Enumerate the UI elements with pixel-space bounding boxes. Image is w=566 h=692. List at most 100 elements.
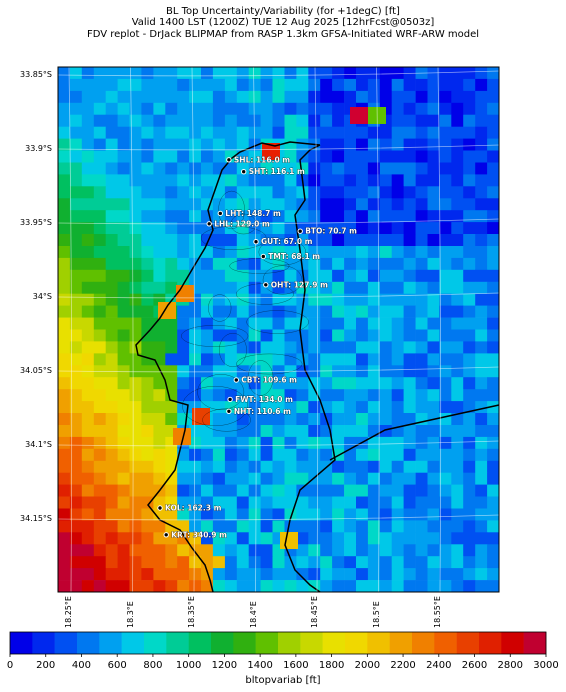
field-cell (463, 472, 476, 485)
field-cell (260, 293, 273, 306)
field-cell (391, 67, 404, 80)
field-cell (153, 556, 166, 569)
field-cell (81, 269, 95, 283)
field-cell (451, 114, 464, 127)
contour-line (197, 374, 245, 410)
field-cell (475, 269, 488, 283)
field-cell (212, 460, 226, 474)
field-cell (272, 126, 285, 139)
field-cell (189, 67, 202, 80)
field-cell (236, 150, 250, 163)
field-cell (379, 556, 393, 569)
field-cell (356, 281, 369, 295)
field-cell (201, 210, 214, 223)
field-cell (284, 377, 297, 390)
field-cell (236, 281, 250, 295)
field-cell (201, 150, 214, 163)
field-cell (487, 281, 500, 295)
field-cell (427, 257, 440, 271)
field-cell (427, 114, 440, 127)
field-cell (475, 186, 488, 199)
field-cell (332, 222, 345, 235)
field-cell (201, 257, 214, 271)
colorbar-tick-label: 400 (71, 660, 91, 671)
field-cell (356, 460, 369, 474)
field-cell (260, 174, 273, 187)
field-cell (463, 186, 476, 199)
field-cell (463, 520, 476, 533)
field-cell (201, 67, 214, 80)
field-cell (427, 305, 440, 318)
field-cell (69, 293, 83, 306)
field-cell (165, 472, 178, 485)
field-cell (296, 389, 309, 402)
field-cell (153, 496, 166, 509)
field-cell (81, 413, 95, 426)
field-cell (224, 234, 238, 247)
field-cell (105, 162, 118, 175)
colorbar-tick-label: 1200 (211, 660, 238, 671)
field-cell (344, 484, 357, 497)
colorbar-swatch (345, 632, 368, 654)
field-cell (296, 377, 309, 390)
field-cell (212, 126, 226, 139)
field-cell (320, 126, 333, 139)
field-cell (248, 448, 261, 462)
colorbar-swatch (77, 632, 100, 654)
field-cell (201, 472, 214, 485)
field-cell (487, 425, 500, 438)
graticule-meridian (253, 66, 257, 593)
field-cell (367, 198, 381, 211)
field-cell (165, 222, 178, 235)
field-cell (105, 317, 118, 330)
field-cell (403, 210, 416, 223)
graticule-parallel (57, 366, 500, 373)
colorbar-swatch (389, 632, 413, 654)
field-cell (463, 78, 476, 92)
field-cell (177, 102, 190, 116)
graticule-meridian (376, 66, 380, 593)
field-cell (105, 472, 118, 485)
field-cell (367, 377, 381, 390)
field-cell (308, 186, 321, 199)
field-cell (201, 353, 214, 366)
graticule-meridian (437, 66, 442, 593)
field-cell (236, 186, 250, 199)
field-cell (58, 377, 71, 390)
field-cell (117, 78, 130, 92)
field-cell (344, 425, 357, 438)
field-cell (236, 210, 250, 223)
field-cell (463, 365, 476, 378)
field-cell (356, 78, 369, 92)
field-cell (272, 496, 285, 509)
field-cell (356, 544, 369, 557)
field-cell (356, 138, 369, 151)
field-cell (260, 210, 273, 223)
field-cell (141, 90, 154, 104)
field-cell (224, 436, 238, 450)
field-cell (284, 305, 297, 318)
field-cell (415, 234, 428, 247)
field-cell (224, 198, 238, 211)
field-cell (379, 281, 393, 295)
field-cell (415, 425, 428, 438)
field-cell (81, 257, 95, 271)
field-cell (212, 222, 226, 235)
field-cell (475, 413, 488, 426)
field-cell (224, 353, 238, 366)
field-cell (177, 341, 190, 354)
field-cell (93, 448, 107, 462)
contour-line (262, 265, 303, 295)
field-cell (320, 257, 333, 271)
field-cell (439, 389, 452, 402)
field-cell (451, 269, 464, 283)
station-label: LHL: 129.0 m (214, 219, 270, 228)
colorbar-swatch (255, 632, 279, 654)
field-cell (391, 472, 404, 485)
field-cell (391, 413, 404, 426)
field-cell (165, 496, 178, 509)
field-cell (308, 496, 321, 509)
field-cell (284, 472, 297, 485)
contour-line (182, 385, 249, 427)
field-cell (201, 544, 214, 557)
